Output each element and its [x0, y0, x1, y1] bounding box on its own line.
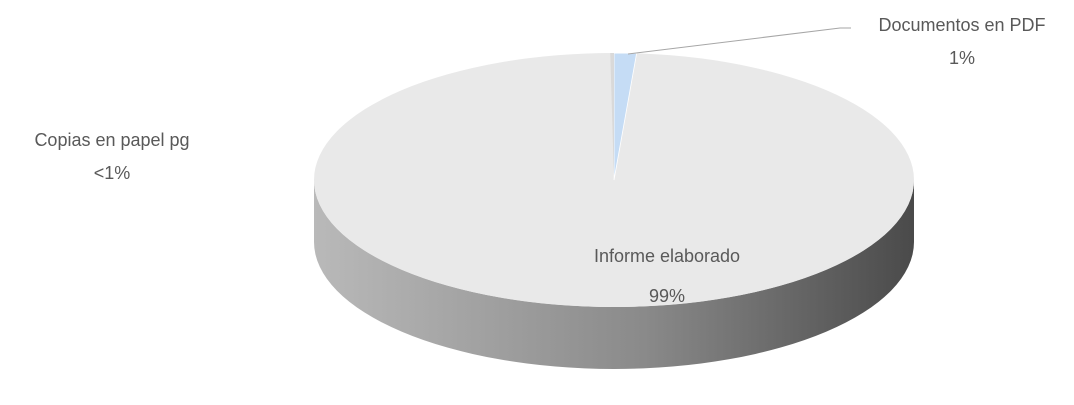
data-label-informe-elaborado-percent: 99% — [649, 286, 685, 306]
pie-side-wall — [314, 180, 914, 369]
data-label-informe-elaborado: Informe elaborado — [594, 246, 740, 266]
data-label-copias-en-papel-pg-percent: <1% — [94, 163, 131, 183]
data-label-documentos-en-pdf-percent: 1% — [949, 48, 975, 68]
data-label-copias-en-papel-pg: Copias en papel pg — [34, 130, 189, 150]
leader-line-documentos-en-pdf — [627, 27, 851, 55]
pie-slice-copias-en-papel-pg[interactable] — [610, 53, 614, 180]
data-label-documentos-en-pdf: Documentos en PDF — [878, 15, 1045, 35]
